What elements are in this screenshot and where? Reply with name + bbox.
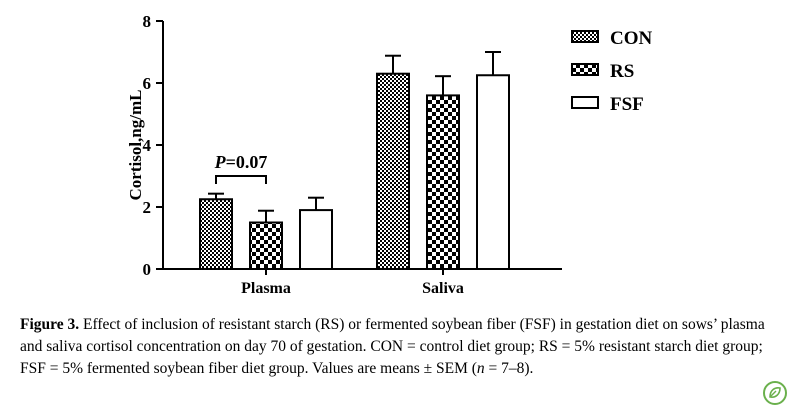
bar-chart: 0 2 4 6 8 Cortisol,ng/mL Plasma Saliva P=0.07 CO… (126, 12, 653, 297)
bar (376, 72, 410, 270)
legend-swatch (571, 63, 599, 76)
figure-caption: Figure 3. Effect of inclusion of resista… (20, 314, 770, 380)
legend-swatch (571, 96, 599, 109)
bar (249, 221, 283, 270)
legend-label: RS (610, 61, 634, 82)
bar (426, 94, 460, 271)
caption-n-value: = 7–8). (484, 360, 534, 377)
legend-label: FSF (610, 94, 644, 115)
legend: CON RS FSF (571, 28, 653, 115)
x-tick-label: Saliva (422, 280, 464, 297)
caption-n-symbol: n (476, 360, 485, 377)
y-tick-label: 8 (143, 12, 152, 31)
legend-swatch (571, 30, 599, 43)
y-tick-label: 6 (143, 74, 152, 93)
y-tick-label: 2 (143, 198, 152, 217)
plot-area: 0 2 4 6 8 Cortisol,ng/mL Plasma Saliva P=0.07 (126, 12, 562, 297)
x-tick-label: Plasma (241, 280, 291, 297)
leaf-icon (763, 381, 787, 405)
legend-label: CON (610, 28, 653, 49)
bar (476, 74, 510, 270)
caption-text: Effect of inclusion of resistant starch … (20, 316, 765, 377)
significance-bracket (215, 175, 267, 184)
bar (199, 198, 233, 270)
y-tick-label: 4 (143, 136, 152, 155)
significance-label: P=0.07 (214, 152, 268, 172)
caption-label: Figure 3. (20, 316, 80, 333)
y-axis-label: Cortisol,ng/mL (126, 90, 145, 201)
y-tick-label: 0 (143, 260, 152, 279)
bar (299, 209, 333, 271)
